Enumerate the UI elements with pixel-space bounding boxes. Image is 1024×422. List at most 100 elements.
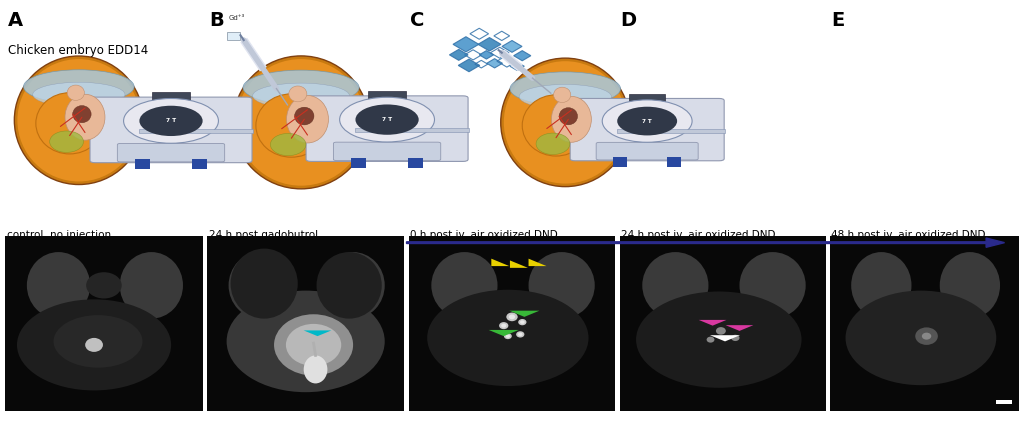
Bar	[667, 157, 681, 167]
Ellipse shape	[559, 108, 578, 125]
Ellipse shape	[295, 107, 314, 125]
Ellipse shape	[124, 98, 218, 143]
Text: Chicken embryo EDD14: Chicken embryo EDD14	[8, 44, 148, 57]
Ellipse shape	[431, 252, 498, 319]
Ellipse shape	[340, 97, 434, 142]
Ellipse shape	[501, 324, 506, 327]
Polygon shape	[453, 37, 479, 52]
Text: E: E	[831, 11, 845, 30]
Ellipse shape	[518, 319, 526, 325]
Ellipse shape	[120, 252, 183, 319]
Polygon shape	[478, 38, 501, 51]
Bar	[139, 129, 253, 133]
FancyArrow shape	[407, 238, 1005, 247]
Polygon shape	[509, 311, 540, 317]
Ellipse shape	[506, 313, 518, 321]
Ellipse shape	[846, 291, 996, 385]
Ellipse shape	[516, 331, 524, 338]
Ellipse shape	[237, 59, 366, 186]
Bar	[996, 400, 1012, 404]
Ellipse shape	[53, 315, 142, 368]
Ellipse shape	[226, 291, 385, 392]
Polygon shape	[502, 41, 522, 52]
Ellipse shape	[519, 84, 611, 109]
Polygon shape	[450, 49, 468, 60]
Ellipse shape	[554, 87, 570, 103]
Ellipse shape	[286, 324, 341, 366]
Bar	[409, 236, 615, 411]
Ellipse shape	[552, 96, 592, 142]
Ellipse shape	[739, 252, 806, 319]
Ellipse shape	[27, 252, 90, 319]
Bar	[152, 92, 190, 103]
Text: 24 h post gadobutrol: 24 h post gadobutrol	[209, 230, 318, 240]
Ellipse shape	[256, 94, 327, 157]
Bar	[355, 127, 469, 132]
Ellipse shape	[499, 322, 508, 329]
Bar	[227, 32, 240, 40]
Ellipse shape	[940, 252, 1000, 319]
Ellipse shape	[33, 82, 125, 107]
Ellipse shape	[716, 327, 726, 335]
Text: D: D	[621, 11, 637, 30]
Ellipse shape	[427, 290, 589, 386]
Ellipse shape	[270, 133, 306, 156]
Polygon shape	[514, 51, 530, 61]
Ellipse shape	[504, 333, 512, 339]
Polygon shape	[486, 59, 503, 68]
Bar	[207, 236, 404, 411]
Bar	[620, 236, 826, 411]
Text: 24 h post iv. air oxidized DND: 24 h post iv. air oxidized DND	[621, 230, 775, 240]
Bar	[5, 236, 203, 411]
FancyBboxPatch shape	[90, 97, 252, 163]
Ellipse shape	[73, 106, 91, 123]
Ellipse shape	[253, 83, 349, 108]
Ellipse shape	[304, 355, 328, 384]
FancyBboxPatch shape	[334, 142, 440, 161]
Ellipse shape	[322, 252, 385, 319]
Text: 0 h post iv. air oxidized DND: 0 h post iv. air oxidized DND	[410, 230, 557, 240]
Text: B: B	[209, 11, 223, 30]
Bar	[830, 236, 1019, 411]
Ellipse shape	[528, 252, 595, 319]
Ellipse shape	[230, 249, 298, 319]
Bar	[613, 157, 628, 167]
Polygon shape	[710, 335, 740, 341]
Polygon shape	[726, 325, 754, 331]
Ellipse shape	[520, 320, 524, 324]
Polygon shape	[304, 330, 332, 336]
Ellipse shape	[49, 131, 84, 152]
Ellipse shape	[518, 333, 522, 336]
Ellipse shape	[504, 61, 627, 184]
Text: Gd⁺³: Gd⁺³	[228, 15, 245, 21]
Ellipse shape	[522, 95, 590, 156]
Polygon shape	[528, 259, 547, 266]
Text: 7 T: 7 T	[642, 119, 652, 124]
Ellipse shape	[510, 72, 621, 106]
Ellipse shape	[355, 105, 419, 135]
Ellipse shape	[707, 337, 715, 343]
Ellipse shape	[274, 314, 353, 376]
Bar	[135, 159, 151, 169]
Ellipse shape	[316, 252, 382, 319]
Bar	[351, 158, 367, 168]
Text: 7 T: 7 T	[166, 119, 176, 123]
FancyBboxPatch shape	[596, 142, 698, 160]
Text: A: A	[8, 11, 24, 30]
Ellipse shape	[14, 56, 143, 184]
Ellipse shape	[233, 56, 369, 189]
Ellipse shape	[537, 133, 569, 154]
Bar	[368, 91, 407, 102]
Ellipse shape	[139, 106, 203, 136]
Bar	[617, 129, 725, 133]
Ellipse shape	[915, 327, 938, 345]
Ellipse shape	[642, 252, 709, 319]
Ellipse shape	[243, 70, 359, 105]
Polygon shape	[698, 320, 726, 326]
Bar	[408, 158, 423, 168]
Polygon shape	[488, 330, 519, 336]
Bar	[191, 159, 207, 169]
Text: 48 h post iv. air oxidized DND: 48 h post iv. air oxidized DND	[831, 230, 986, 240]
Bar	[629, 94, 666, 104]
Ellipse shape	[851, 252, 911, 319]
